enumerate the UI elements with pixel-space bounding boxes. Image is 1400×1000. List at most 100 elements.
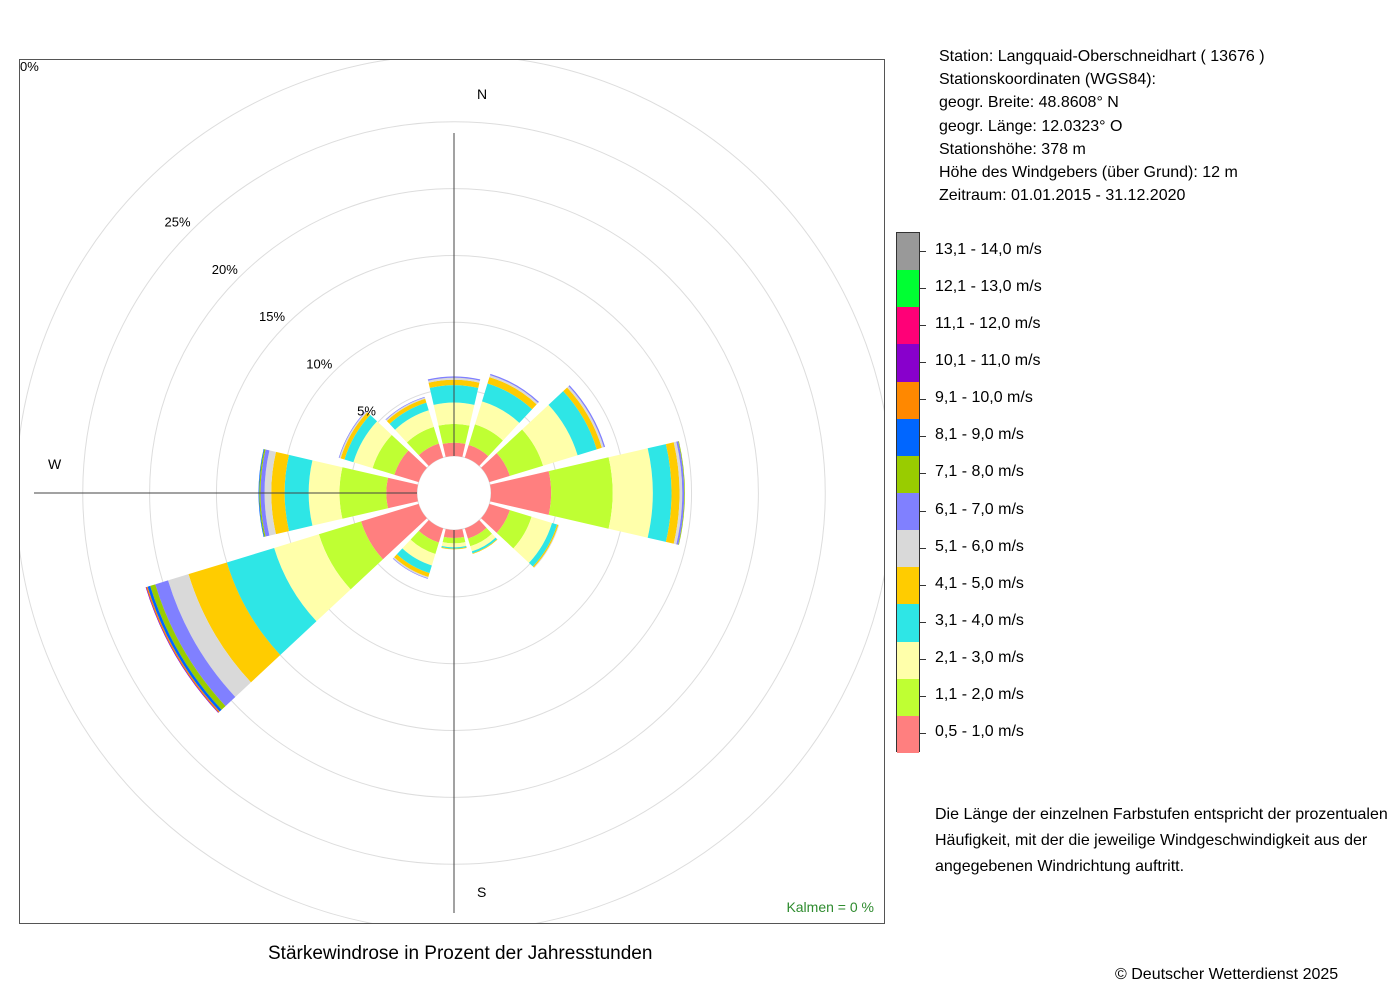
legend-label: 3,1 - 4,0 m/s (935, 612, 1024, 629)
legend-swatch (897, 493, 919, 531)
legend-swatch (897, 270, 919, 308)
rose-segment (513, 516, 553, 563)
legend-swatch (897, 455, 919, 493)
legend-label: 9,1 - 10,0 m/s (935, 389, 1033, 407)
rose-segment (386, 398, 427, 424)
rose-segment (481, 503, 510, 533)
legend-swatch (897, 641, 919, 679)
ring-label: 10% (306, 356, 332, 371)
legend-label: 8,1 - 9,0 m/s (935, 426, 1024, 444)
rose-segment (548, 391, 597, 456)
station-name: Station: Langquaid-Oberschneidhart ( 136… (939, 48, 1265, 65)
rose-segment (353, 421, 392, 469)
rose-segment (567, 386, 604, 448)
rose-segment (393, 557, 429, 579)
rose-segment (150, 584, 226, 710)
legend-tick (920, 436, 926, 438)
rose-segment (490, 471, 552, 515)
rose-segment (522, 404, 578, 466)
explanation-note: Die Länge der einzelnen Farbstufen entsp… (935, 802, 1395, 880)
legend-swatch (897, 604, 919, 642)
legend-tick (920, 696, 926, 698)
rose-segment (441, 547, 467, 550)
rose-segment (528, 522, 558, 567)
rose-segment (489, 375, 539, 405)
legend-tick (920, 324, 926, 326)
legend-label: 13,1 - 14,0 m/s (935, 240, 1042, 258)
wind-rose-chart: N W S 0% 5% 10% 15% 20% 25% (20, 60, 884, 923)
legend-label: 5,1 - 6,0 m/s (935, 537, 1024, 555)
rose-segment (548, 457, 613, 529)
legend-label: 6,1 - 7,0 m/s (935, 500, 1024, 518)
legend-tick (920, 584, 926, 586)
compass-label: N (477, 86, 487, 102)
rose-segment (402, 539, 436, 566)
legend-swatch (897, 418, 919, 456)
rose-segment (673, 441, 683, 545)
copyright-notice: © Deutscher Wetterdienst 2025 (1115, 966, 1339, 983)
rose-segment (482, 383, 533, 423)
rose-segment (395, 410, 434, 443)
legend-tick (920, 250, 926, 252)
legend-tick (920, 733, 926, 735)
legend-tick (920, 362, 926, 363)
calm-center (418, 457, 490, 529)
time-period: Zeitraum: 01.01.2015 - 31.12.2020 (939, 187, 1186, 205)
note-line: angegebenen Windrichtung auftritt. (935, 858, 1185, 875)
ring-label: 15% (259, 309, 285, 324)
rose-segment (467, 527, 492, 547)
rose-segment (226, 547, 317, 656)
compass-label: W (48, 456, 62, 472)
rose-segment (647, 444, 672, 542)
note-line: Die Länge der einzelnen Farbstufen entsp… (935, 806, 1388, 823)
legend-label: 4,1 - 5,0 m/s (935, 574, 1024, 592)
rose-segment (481, 453, 510, 483)
rose-segment (372, 434, 409, 475)
rose-segment (188, 562, 281, 683)
rose-segment (487, 377, 537, 410)
wind-rose-panel: N W S 0% 5% 10% 15% 20% 25% Kalmen = 0 % (19, 59, 885, 924)
rose-segment (260, 449, 270, 537)
rose-segment (468, 424, 503, 457)
rose-segment (406, 426, 439, 456)
legend-tick (920, 399, 926, 401)
legend-tick (920, 473, 926, 475)
legend-tick (920, 510, 926, 512)
rose-segment (678, 441, 685, 545)
legend-swatch (897, 344, 919, 382)
legend-tick (920, 287, 926, 289)
rose-segment (155, 580, 236, 707)
rose-segment (470, 533, 496, 552)
calms-label: Kalmen = 0 % (786, 899, 874, 915)
rose-segment (471, 537, 498, 554)
rose-segment (410, 530, 439, 554)
rose-segment (464, 444, 489, 466)
rose-segment (464, 520, 487, 539)
speed-legend: 0,5 - 1,0 m/s 1,1 - 2,0 m/s 2,1 - 3,0 m/s 3… (896, 232, 1042, 753)
station-elevation: Stationshöhe: 378 m (939, 140, 1086, 158)
rose-segment (340, 412, 371, 460)
legend-swatch (897, 530, 919, 568)
anemometer-height: Höhe des Windgebers (über Grund): 12 m (939, 164, 1238, 182)
legend-swatch (897, 233, 919, 271)
legend-tick (920, 659, 926, 661)
station-longitude: geogr. Länge: 12.0323° O (939, 117, 1123, 135)
legend-tick (920, 547, 926, 549)
rose-segment (394, 554, 430, 577)
legend-label: 11,1 - 12,0 m/s (935, 314, 1041, 332)
legend-label: 1,1 - 2,0 m/s (935, 686, 1024, 704)
legend-swatch (897, 567, 919, 605)
rose-segment (259, 449, 266, 537)
rose-segment (274, 534, 351, 622)
rose-segment (532, 524, 559, 568)
legend-label: 7,1 - 8,0 m/s (935, 463, 1024, 481)
rose-segment (361, 503, 427, 560)
legend-label: 2,1 - 3,0 m/s (935, 649, 1024, 667)
station-coordinates-heading: Stationskoordinaten (WGS84): (939, 71, 1156, 89)
rose-segment (389, 402, 429, 430)
compass-label: S (477, 884, 486, 900)
legend-swatch (897, 307, 919, 345)
legend-swatch (897, 381, 919, 419)
rose-segment (418, 443, 444, 466)
note-line: Häufigkeit, mit der die jeweilige Windge… (935, 832, 1368, 849)
